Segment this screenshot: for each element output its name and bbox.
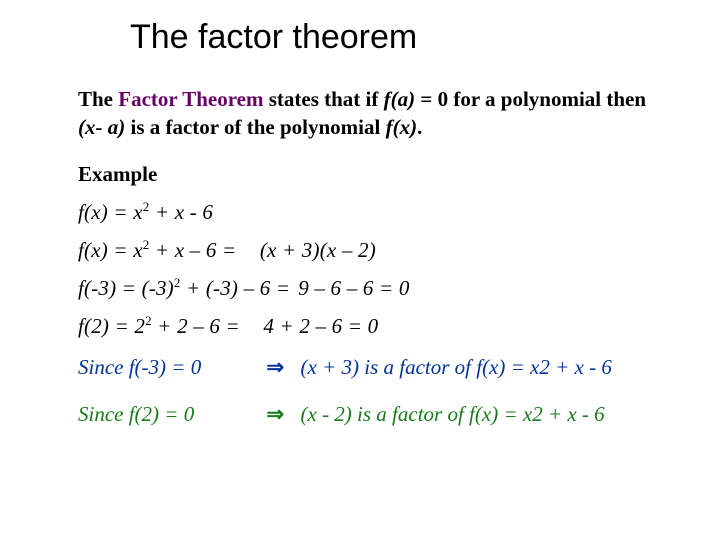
c1-sup: 2 <box>539 355 550 379</box>
def-tail: . <box>417 115 422 139</box>
c2-lhs: Since f(2) = 0 <box>78 402 250 427</box>
def-prefix: The <box>78 87 118 111</box>
def-italic-fx: f(x) <box>386 115 417 139</box>
c2-rhs-b: + x - 6 <box>543 402 605 426</box>
def-italic-xa: (x- a) <box>78 115 125 139</box>
example-label: Example <box>78 162 670 187</box>
def-seg3: is a factor of the polynomial <box>125 115 385 139</box>
l4-sup: 2 <box>145 313 152 328</box>
c1-rhs-b: + x - 6 <box>550 355 612 379</box>
slide-body: The Factor Theorem states that if f(a) =… <box>78 85 670 427</box>
math-line-1: f(x) = x2 + x - 6 <box>78 199 670 225</box>
l3-mid: + (-3) – 6 = <box>181 276 291 300</box>
conclusion-2: Since f(2) = 0 ⇒ (x - 2) is a factor of … <box>78 402 670 427</box>
math-line-3: f(-3) = (-3)2 + (-3) – 6 = 9 – 6 – 6 = 0 <box>78 275 670 301</box>
c1-lhs: Since f(-3) = 0 <box>78 355 250 380</box>
l3-lhs: f(-3) = (-3) <box>78 276 174 300</box>
slide: The factor theorem The Factor Theorem st… <box>0 0 720 540</box>
math-line-4: f(2) = 22 + 2 – 6 = 4 + 2 – 6 = 0 <box>78 313 670 339</box>
implies-arrow-icon: ⇒ <box>255 355 295 380</box>
c1-rhs-a: (x + 3) is a factor of f(x) = x <box>301 355 540 379</box>
def-seg1: states that if <box>263 87 383 111</box>
def-italic-fa: f(a) <box>384 87 415 111</box>
l1-lhs: f(x) = x <box>78 200 143 224</box>
c2-rhs-a: (x - 2) is a factor of f(x) = x <box>301 402 533 426</box>
l3-sup: 2 <box>174 275 181 290</box>
l2-rhs: (x + 3)(x – 2) <box>260 238 376 263</box>
l3-rhs: 9 – 6 – 6 = 0 <box>298 276 409 301</box>
def-seg2: = 0 for a polynomial then <box>415 87 646 111</box>
factor-theorem-label: Factor Theorem <box>118 87 263 111</box>
math-line-2: f(x) = x2 + x – 6 = (x + 3)(x – 2) <box>78 237 670 263</box>
c2-sup: 2 <box>532 402 543 426</box>
l2-mid: + x – 6 = <box>149 238 241 262</box>
l2-lhs: f(x) = x <box>78 238 143 262</box>
l4-lhs: f(2) = 2 <box>78 314 145 338</box>
l4-rhs: 4 + 2 – 6 = 0 <box>263 314 378 339</box>
slide-title: The factor theorem <box>130 18 670 57</box>
l4-mid: + 2 – 6 = <box>152 314 246 338</box>
implies-arrow-icon: ⇒ <box>255 402 295 427</box>
conclusion-1: Since f(-3) = 0 ⇒ (x + 3) is a factor of… <box>78 355 670 380</box>
l1-tail: + x - 6 <box>149 200 213 224</box>
definition-text: The Factor Theorem states that if f(a) =… <box>78 85 670 142</box>
